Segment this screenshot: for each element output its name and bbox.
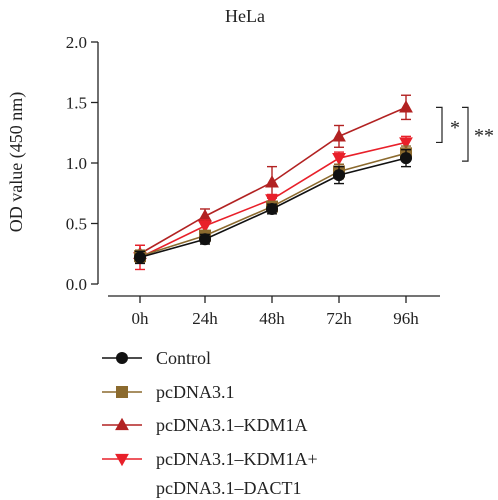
data-point <box>134 251 146 264</box>
legend-marker <box>116 352 128 364</box>
data-point <box>265 194 279 207</box>
y-tick-label: 2.0 <box>66 33 87 52</box>
x-tick-label: 0h <box>132 309 150 328</box>
data-point <box>198 220 212 234</box>
data-point <box>266 202 278 215</box>
legend-item-2: pcDNA3.1–KDM1A <box>102 415 308 435</box>
legend-label: Control <box>156 348 211 368</box>
data-point <box>332 153 346 166</box>
legend-marker <box>116 386 128 398</box>
significance-star: * <box>450 117 460 139</box>
legend-item-3: pcDNA3.1–KDM1A+ pcDNA3.1–DACT1 <box>102 449 318 498</box>
legend-marker <box>115 417 129 431</box>
x-tick-label: 48h <box>259 309 285 328</box>
legend: Control pcDNA3.1 pcDNA3.1–KDM1A pcDNA3.1–KD… <box>102 348 318 498</box>
bracket-double <box>462 106 469 162</box>
data-point <box>198 209 212 222</box>
legend-marker <box>115 453 129 467</box>
series-2 <box>133 94 413 263</box>
y-tick-label: 1.0 <box>66 154 87 173</box>
data-point <box>399 100 413 113</box>
data-point <box>333 169 345 182</box>
data-point <box>265 175 279 188</box>
chart-title: HeLa <box>225 6 265 26</box>
x-tick-label: 24h <box>192 309 218 328</box>
bracket-single <box>436 106 443 144</box>
axes: 0.0 0.5 1.0 1.5 2.0 0h 24h 48h 72h 96h <box>66 33 440 328</box>
significance-annotations: * ** <box>436 106 494 162</box>
legend-label: pcDNA3.1–KDM1A+ <box>156 449 318 469</box>
x-tick-label: 72h <box>326 309 352 328</box>
significance-double-star: ** <box>474 125 494 147</box>
y-tick-label: 0.5 <box>66 215 87 234</box>
legend-label: pcDNA3.1–DACT1 <box>156 478 302 498</box>
series-group <box>133 94 413 271</box>
legend-label: pcDNA3.1 <box>156 382 235 402</box>
data-point <box>199 233 211 246</box>
data-point <box>399 137 413 150</box>
x-tick-label: 96h <box>393 309 419 328</box>
y-axis-label: OD value (450 nm) <box>6 92 27 232</box>
legend-item-0: Control <box>102 348 211 368</box>
y-tick-label: 1.5 <box>66 94 87 113</box>
data-point <box>332 129 346 142</box>
legend-label: pcDNA3.1–KDM1A <box>156 415 308 435</box>
series-0 <box>134 148 412 265</box>
y-tick-label: 0.0 <box>66 275 87 294</box>
legend-item-1: pcDNA3.1 <box>102 382 235 402</box>
data-point <box>400 152 412 165</box>
